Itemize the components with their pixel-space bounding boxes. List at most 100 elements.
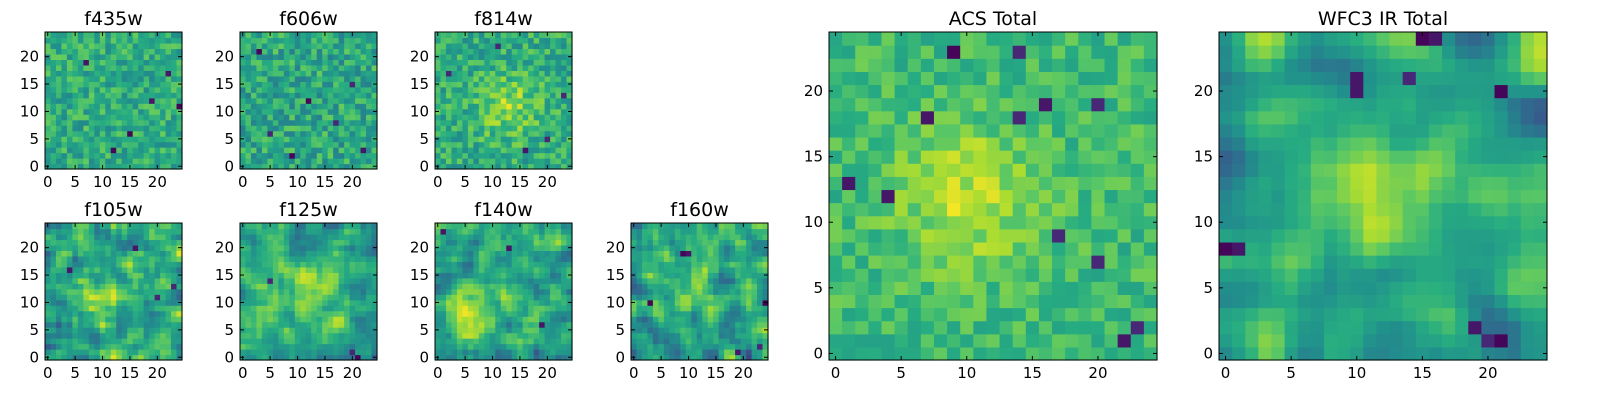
heatmap-cell — [1143, 255, 1158, 269]
heatmap-cell — [283, 354, 290, 361]
heatmap-cell — [349, 266, 356, 273]
heatmap-cell — [707, 239, 714, 246]
heatmap-cell — [713, 244, 720, 251]
heatmap-cell — [127, 261, 134, 268]
heatmap-cell — [658, 255, 665, 262]
y-tick-label: 15 — [606, 266, 625, 284]
heatmap-cell — [933, 294, 948, 309]
heatmap-cell — [99, 141, 106, 148]
heatmap-cell — [349, 75, 356, 82]
heatmap-cell — [366, 343, 373, 350]
heatmap-cell — [550, 37, 557, 44]
heatmap-cell — [986, 307, 1001, 322]
heatmap-cell — [550, 147, 557, 154]
heatmap-cell — [1038, 215, 1053, 230]
heatmap-cell — [311, 81, 318, 88]
heatmap-cell — [349, 53, 356, 60]
heatmap-cell — [176, 86, 183, 93]
heatmap-cell — [473, 81, 480, 88]
heatmap-cell — [66, 332, 73, 339]
heatmap-cell — [495, 332, 502, 339]
heatmap-cell — [947, 176, 961, 191]
heatmap-cell — [121, 86, 128, 93]
heatmap-cell — [762, 223, 769, 230]
heatmap-cell — [647, 283, 654, 290]
heatmap-cell — [149, 239, 156, 246]
heatmap-cell — [522, 283, 529, 290]
heatmap-cell — [250, 64, 258, 71]
heatmap-cell — [999, 163, 1014, 177]
heatmap-cell — [127, 255, 134, 262]
heatmap-cell — [500, 277, 507, 284]
heatmap-cell — [478, 327, 485, 334]
heatmap-cell — [729, 310, 736, 317]
heatmap-cell — [489, 75, 496, 82]
heatmap-cell — [311, 310, 318, 317]
heatmap-cell — [478, 261, 485, 268]
heatmap-cell — [1078, 307, 1092, 322]
heatmap-cell — [674, 354, 681, 361]
heatmap-cell — [973, 346, 988, 361]
heatmap-cell — [366, 32, 373, 39]
heatmap-cell — [868, 150, 883, 164]
heatmap-cell — [88, 321, 95, 328]
heatmap-cell — [663, 354, 670, 361]
heatmap-cell — [121, 338, 128, 345]
heatmap-cell — [440, 338, 447, 345]
heatmap-cell — [973, 268, 988, 282]
heatmap-cell — [462, 42, 469, 50]
heatmap-cell — [1025, 176, 1040, 191]
heatmap-cell — [316, 81, 323, 88]
heatmap-cell — [143, 130, 150, 137]
heatmap-cell — [305, 250, 312, 257]
heatmap-cell — [371, 103, 378, 110]
heatmap-cell — [855, 228, 869, 243]
heatmap-cell — [143, 92, 150, 99]
heatmap-cell — [555, 64, 562, 71]
heatmap-cell — [132, 305, 139, 312]
heatmap-cell — [94, 277, 101, 284]
heatmap-cell — [636, 288, 643, 295]
heatmap-cell — [300, 108, 307, 115]
heatmap-cell — [960, 255, 974, 269]
heatmap-cell — [322, 119, 329, 126]
heatmap-cell — [360, 86, 367, 93]
heatmap-cell — [338, 332, 345, 339]
heatmap-cell — [544, 332, 551, 339]
heatmap-cell — [462, 125, 469, 132]
heatmap-cell — [88, 327, 95, 334]
heatmap-cell — [66, 75, 73, 82]
heatmap-cell — [278, 343, 285, 350]
heatmap-cell — [344, 114, 351, 121]
heatmap-cell — [751, 354, 758, 361]
heatmap-cell — [555, 261, 562, 268]
heatmap-cell — [702, 255, 709, 262]
heatmap-cell — [489, 70, 496, 77]
heatmap-cell — [165, 152, 172, 159]
heatmap-cell — [669, 354, 676, 361]
heatmap-cell — [366, 261, 373, 268]
heatmap-cell — [83, 327, 90, 334]
heatmap-cell — [261, 81, 268, 88]
heatmap-cell — [881, 176, 896, 191]
heatmap-cell — [751, 261, 758, 268]
heatmap-cell — [344, 163, 351, 170]
heatmap-cell — [138, 48, 145, 55]
heatmap-cell — [842, 241, 856, 256]
heatmap-cell — [149, 310, 156, 317]
heatmap-cell — [300, 354, 307, 361]
heatmap-cell — [289, 136, 296, 143]
heatmap-cell — [176, 92, 183, 99]
heatmap-cell — [83, 288, 90, 295]
heatmap-cell — [99, 75, 106, 82]
heatmap-cell — [316, 294, 323, 301]
heatmap-cell — [349, 147, 356, 154]
heatmap-cell — [127, 75, 134, 82]
heatmap-cell — [116, 147, 123, 154]
heatmap-cell — [999, 202, 1014, 217]
heatmap-cell — [500, 310, 507, 317]
heatmap-cell — [72, 244, 79, 251]
heatmap-cell — [333, 48, 340, 55]
heatmap-cell — [327, 53, 334, 60]
